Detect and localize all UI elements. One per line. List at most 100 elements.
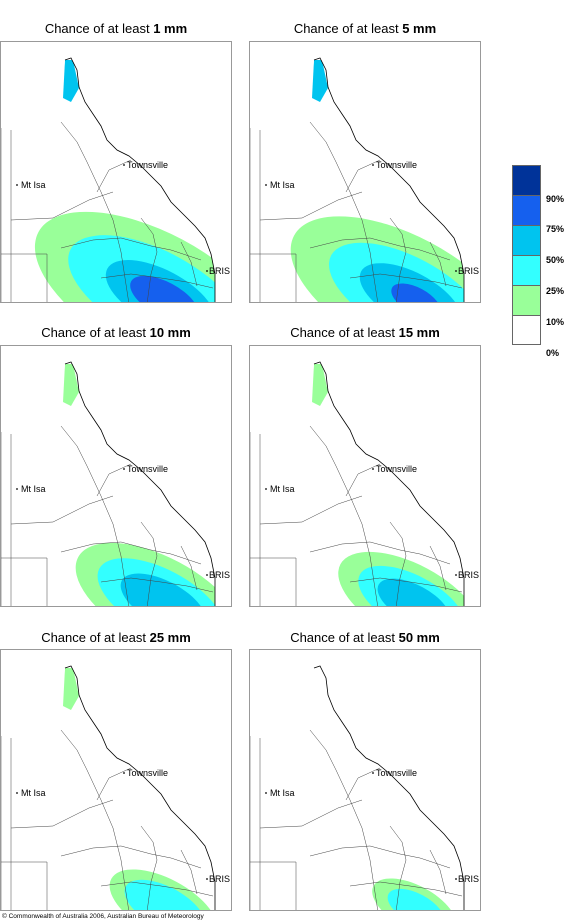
townsville-label: Townsville xyxy=(376,160,417,170)
mt_isa-marker xyxy=(265,184,267,186)
district-border xyxy=(60,845,202,869)
qld-map: Townsville Mt Isa BRIS xyxy=(1,665,230,910)
mt_isa-label: Mt Isa xyxy=(21,484,46,494)
district-border xyxy=(259,799,363,829)
copyright-notice: © Commonwealth of Australia 2006, Austra… xyxy=(2,913,204,920)
district-border xyxy=(309,237,451,261)
bris-marker xyxy=(206,574,208,576)
district-border xyxy=(250,861,297,910)
map-panel-1mm: Townsville Mt Isa BRIS xyxy=(0,41,232,303)
mt_isa-label: Mt Isa xyxy=(270,788,295,798)
title-amount: 50 mm xyxy=(398,630,440,645)
bris-label: BRIS xyxy=(458,266,479,276)
district-border xyxy=(345,159,381,193)
district-border xyxy=(10,495,114,525)
bris-marker xyxy=(455,878,457,880)
mt_isa-label: Mt Isa xyxy=(21,788,46,798)
panel-title-25mm: Chance of at least 25 mm xyxy=(0,630,232,646)
district-border xyxy=(389,521,407,606)
map-panel-25mm: Townsville Mt Isa BRIS xyxy=(0,649,232,911)
bris-label: BRIS xyxy=(458,874,479,884)
district-border xyxy=(259,191,363,221)
coastline xyxy=(313,361,465,606)
band-cape-york xyxy=(63,60,79,102)
district-border xyxy=(100,881,214,897)
map-panel-15mm: Townsville Mt Isa BRIS xyxy=(249,345,481,607)
legend-colorbar xyxy=(512,165,541,345)
townsville-label: Townsville xyxy=(127,464,168,474)
townsville-marker xyxy=(372,164,374,166)
district-border xyxy=(180,545,198,591)
map-panel-50mm: Townsville Mt Isa BRIS xyxy=(249,649,481,911)
title-prefix: Chance of at least xyxy=(290,325,399,340)
legend-tick-75: 75% xyxy=(546,224,565,234)
district-border xyxy=(1,861,48,910)
title-amount: 15 mm xyxy=(398,325,440,340)
coastline xyxy=(64,57,216,302)
bris-label: BRIS xyxy=(209,266,230,276)
district-border xyxy=(429,241,447,287)
district-border xyxy=(429,545,447,591)
title-prefix: Chance of at least xyxy=(293,21,403,36)
map-panel-5mm: Townsville Mt Isa BRIS xyxy=(249,41,481,303)
qld-map: Townsville Mt Isa BRIS xyxy=(250,361,479,606)
district-border xyxy=(345,767,381,801)
bris-marker xyxy=(455,270,457,272)
townsville-marker xyxy=(123,164,125,166)
coastline xyxy=(64,361,216,606)
band-cape-york xyxy=(312,364,328,406)
district-border xyxy=(96,767,132,801)
map-panel-10mm: Townsville Mt Isa BRIS xyxy=(0,345,232,607)
panel-title-15mm: Chance of at least 15 mm xyxy=(249,325,481,341)
district-border xyxy=(1,557,48,606)
panel-title-5mm: Chance of at least 5 mm xyxy=(249,21,481,37)
district-border xyxy=(100,273,214,289)
district-border xyxy=(10,191,114,221)
qld-map: Townsville Mt Isa BRIS xyxy=(1,361,230,606)
townsville-marker xyxy=(123,468,125,470)
mt_isa-label: Mt Isa xyxy=(270,484,295,494)
qld-map: Townsville Mt Isa BRIS xyxy=(250,57,479,302)
title-amount: 5 mm xyxy=(402,21,437,36)
bris-label: BRIS xyxy=(458,570,479,580)
mt_isa-marker xyxy=(16,792,18,794)
mt_isa-marker xyxy=(16,184,18,186)
district-border xyxy=(10,799,114,829)
qld-map: Townsville Mt Isa BRIS xyxy=(250,665,479,910)
district-border xyxy=(309,425,378,606)
band-75-90 xyxy=(391,283,441,302)
mt_isa-marker xyxy=(16,488,18,490)
legend-swatch-75-90 xyxy=(512,195,541,225)
townsville-label: Townsville xyxy=(127,768,168,778)
district-border xyxy=(96,463,132,497)
mt_isa-label: Mt Isa xyxy=(270,180,295,190)
townsville-label: Townsville xyxy=(376,464,417,474)
band-25-50 xyxy=(387,888,445,910)
band-cape-york xyxy=(312,60,328,102)
panel-title-10mm: Chance of at least 10 mm xyxy=(0,325,232,341)
band-cape-york xyxy=(63,364,79,406)
coastline xyxy=(64,665,216,910)
title-prefix: Chance of at least xyxy=(41,325,150,340)
district-border xyxy=(389,825,407,910)
district-border xyxy=(309,121,378,302)
legend-swatch-50-75 xyxy=(512,225,541,255)
bris-marker xyxy=(206,878,208,880)
district-border xyxy=(250,253,297,302)
district-border xyxy=(180,849,198,895)
mt_isa-marker xyxy=(265,792,267,794)
title-amount: 1 mm xyxy=(153,21,188,36)
bris-marker xyxy=(206,270,208,272)
legend-swatch-25-50 xyxy=(512,255,541,285)
band-50-75 xyxy=(120,573,207,606)
title-prefix: Chance of at least xyxy=(41,630,150,645)
band-75-90 xyxy=(130,275,199,302)
townsville-label: Townsville xyxy=(376,768,417,778)
district-border xyxy=(180,241,198,287)
legend-tick-10: 10% xyxy=(546,317,565,327)
district-border xyxy=(309,729,378,910)
district-border xyxy=(429,849,447,895)
panel-title-1mm: Chance of at least 1 mm xyxy=(0,21,232,37)
mt_isa-label: Mt Isa xyxy=(21,180,46,190)
legend-swatch-90-plus xyxy=(512,165,541,195)
